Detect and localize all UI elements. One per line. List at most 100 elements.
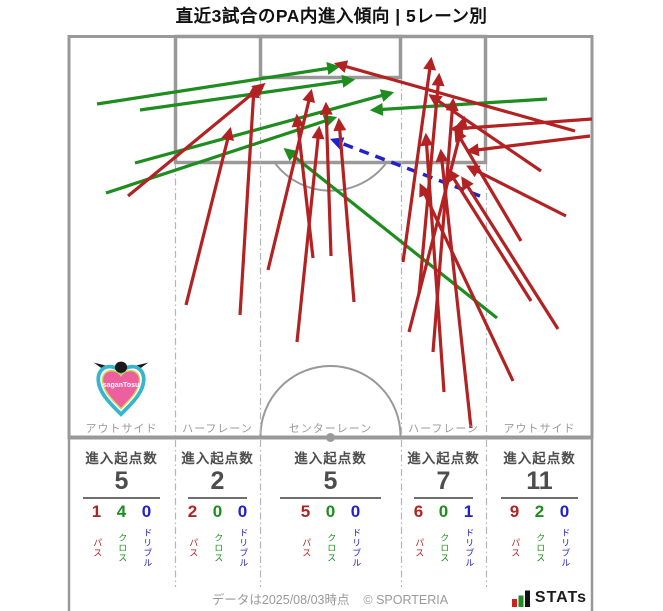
cross-label: クロス <box>439 533 450 564</box>
cross-arrow <box>369 97 548 116</box>
dribble-count: 0 <box>559 501 570 521</box>
cross-cell: 0 クロス <box>431 501 456 574</box>
pass-arrow <box>419 183 515 382</box>
breakdown-row: 1 パス 4 クロス 0 ドリブル <box>70 501 173 574</box>
pass-arrow <box>454 128 523 242</box>
cross-label: クロス <box>535 533 546 564</box>
dribble-label: ドリブル <box>142 528 153 569</box>
pass-arrow <box>420 132 446 393</box>
lane-label-0: アウトサイド <box>85 423 158 435</box>
pass-arrow <box>461 176 560 330</box>
pass-arrow <box>238 84 260 316</box>
pass-arrow <box>465 134 591 157</box>
lane-stat-column-1: 進入起点数 2 2 パス 0 クロス 0 ドリブル <box>177 444 258 573</box>
lane-label-4: アウトサイド <box>503 423 576 435</box>
page-title: 直近3試合のPA内進入傾向 | 5レーン別 <box>175 6 488 26</box>
dribble-count: 0 <box>141 501 152 521</box>
pass-arrow <box>295 125 325 343</box>
pass-arrow <box>431 97 459 353</box>
entry-underline <box>413 496 474 499</box>
copyright: © SPORTERIA <box>363 593 449 607</box>
stats-brand: STATs <box>511 589 587 607</box>
cross-arrow <box>96 62 341 106</box>
dribble-cell: 1 ドリブル <box>456 502 481 574</box>
pass-arrow <box>126 82 266 198</box>
cross-cell: 2 クロス <box>527 501 552 574</box>
entry-origin-label: 進入起点数 <box>294 451 367 466</box>
centre-circle <box>259 365 402 437</box>
footer-note: データは2025/08/03時点 © SPORTERIA <box>100 589 560 608</box>
pass-arrow <box>447 168 533 302</box>
pass-arrow <box>428 94 542 173</box>
entry-origin-count: 7 <box>436 467 451 495</box>
cross-count: 0 <box>325 501 336 521</box>
pass-count: 6 <box>413 501 424 521</box>
pass-cell: 9 パス <box>502 502 527 574</box>
pass-arrow <box>333 60 576 133</box>
entry-underline <box>83 496 160 499</box>
breakdown-row: 9 パス 2 クロス 0 ドリブル <box>488 501 591 574</box>
pass-label: パス <box>301 538 312 559</box>
dribble-arrow <box>329 137 481 198</box>
pass-label: パス <box>188 538 199 559</box>
table-side-borders <box>67 438 594 611</box>
entry-underline <box>279 496 382 499</box>
entry-arrows <box>96 56 593 429</box>
penalty-arc <box>274 163 387 192</box>
sagantosu-crest-icon: saganTosu <box>93 361 149 417</box>
centre-spot <box>326 433 335 442</box>
lane-stat-column-4: 進入起点数 11 9 パス 2 クロス 0 ドリブル <box>488 444 591 573</box>
dribble-label: ドリブル <box>560 528 571 569</box>
stats-bars-icon <box>511 590 530 607</box>
goal-area <box>258 34 403 80</box>
pass-arrow <box>333 117 356 303</box>
entry-origin-label: 進入起点数 <box>503 451 576 466</box>
pass-cell: 1 パス <box>84 501 109 574</box>
dribble-count: 0 <box>350 501 361 521</box>
cross-count: 4 <box>116 501 127 521</box>
stats-brand-text: STATs <box>534 589 587 606</box>
pass-count: 1 <box>91 501 102 521</box>
cross-count: 2 <box>534 501 545 521</box>
lane-stat-column-0: 進入起点数 5 1 パス 4 クロス 0 ドリブル <box>70 444 173 573</box>
cross-count: 0 <box>438 501 449 521</box>
dribble-cell: 0 ドリブル <box>230 501 255 574</box>
dribble-count: 0 <box>237 501 248 521</box>
entry-origin-label: 進入起点数 <box>85 451 158 466</box>
pass-arrow <box>401 56 437 263</box>
team-logo: saganTosu <box>92 356 150 418</box>
cross-label: クロス <box>213 533 224 564</box>
pass-arrow <box>435 148 473 429</box>
pass-label: パス <box>510 538 521 559</box>
lane-label-3: ハーフレーン <box>408 423 479 435</box>
dribble-label: ドリブル <box>464 528 475 569</box>
cross-cell: 4 クロス <box>109 501 134 574</box>
pass-label: パス <box>414 538 425 559</box>
dribble-label: ドリブル <box>238 528 249 569</box>
lane-stat-column-2: 進入起点数 5 5 パス 0 クロス 0 ドリブル <box>262 444 399 573</box>
lane-label-1: ハーフレーン <box>182 423 253 435</box>
pass-arrow <box>184 126 234 306</box>
cross-arrow <box>105 114 338 195</box>
cross-arrow <box>134 89 395 165</box>
entry-origin-count: 5 <box>323 467 338 495</box>
dribble-label: ドリブル <box>351 528 362 569</box>
cross-arrow <box>283 147 498 320</box>
pass-label: パス <box>92 538 103 559</box>
dribble-cell: 0 ドリブル <box>134 501 159 574</box>
crest-wordmark: saganTosu <box>103 382 140 389</box>
entry-origin-label: 進入起点数 <box>407 451 480 466</box>
entry-origin-count: 5 <box>114 467 129 495</box>
pass-cell: 2 パス <box>180 502 205 574</box>
pass-arrow <box>291 113 315 259</box>
entry-origin-label: 進入起点数 <box>181 451 254 466</box>
dribble-cell: 0 ドリブル <box>552 501 577 574</box>
pass-arrow <box>407 115 468 333</box>
pass-count: 5 <box>300 501 311 521</box>
cross-label: クロス <box>117 533 128 564</box>
pass-arrow <box>466 165 567 218</box>
cross-cell: 0 クロス <box>205 502 230 574</box>
entry-underline <box>501 496 578 499</box>
